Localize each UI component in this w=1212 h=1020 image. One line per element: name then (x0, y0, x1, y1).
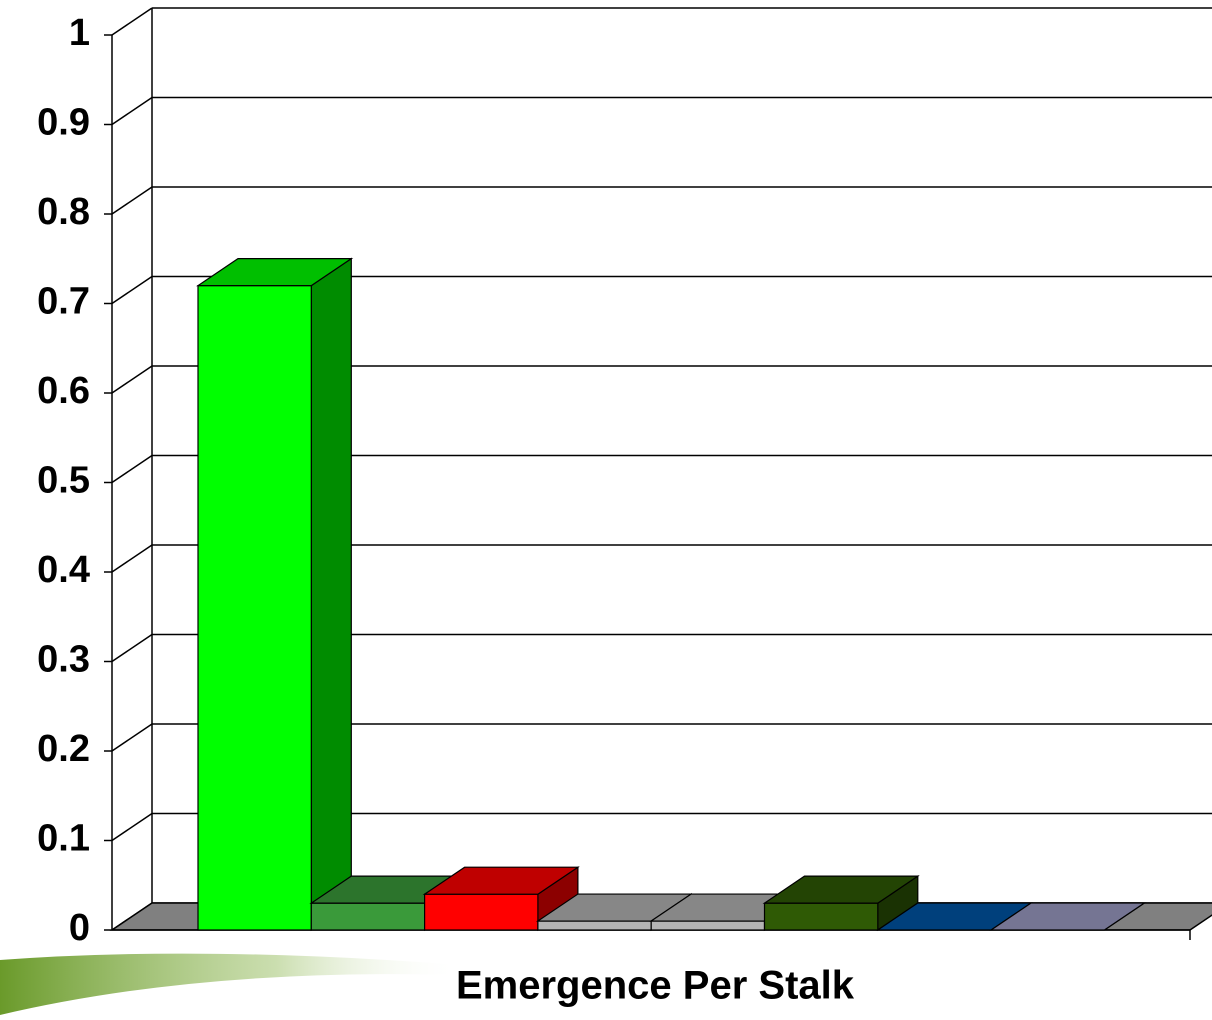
bar (424, 893, 539, 931)
bar-top (762, 875, 920, 904)
y-tick-label: 0.2 (37, 728, 90, 770)
x-axis-title: Emergence Per Stalk (456, 964, 855, 1008)
y-tick-label: 0.5 (37, 460, 90, 502)
y-tick-label: 0.7 (37, 281, 90, 323)
bar (310, 902, 426, 931)
grid-line (111, 633, 153, 663)
decoration (0, 953, 460, 1015)
y-tick-label: 0.4 (37, 549, 90, 591)
y-tick-label: 0.1 (37, 818, 90, 860)
grid-line (111, 275, 153, 305)
bar (197, 285, 312, 931)
bar-top (422, 866, 580, 895)
bar-top (989, 902, 1147, 931)
bar (537, 920, 652, 931)
grid-line (111, 186, 153, 215)
grid-line (111, 812, 153, 842)
grid-line (111, 454, 153, 484)
grid-line (111, 7, 153, 36)
grid-line (111, 723, 153, 752)
grid-line (111, 365, 153, 394)
bar-top (196, 258, 354, 287)
bar-side (310, 257, 352, 932)
y-tick-label: 0.6 (37, 370, 90, 412)
grid-line (111, 544, 153, 573)
y-tick-label: 0 (69, 907, 90, 949)
plot-area: 0 0.1 0.2 0.3 0.4 0.5 0.6 0.7 0.8 0.9 1 (37, 7, 1212, 949)
bar (763, 902, 879, 931)
y-tick-label: 0.3 (37, 639, 90, 681)
y-tick-label: 1 (69, 12, 90, 54)
grid-line (111, 96, 153, 126)
y-tick-label: 0.8 (37, 191, 90, 233)
bar (650, 920, 766, 931)
y-tick-label: 0.9 (37, 102, 90, 144)
